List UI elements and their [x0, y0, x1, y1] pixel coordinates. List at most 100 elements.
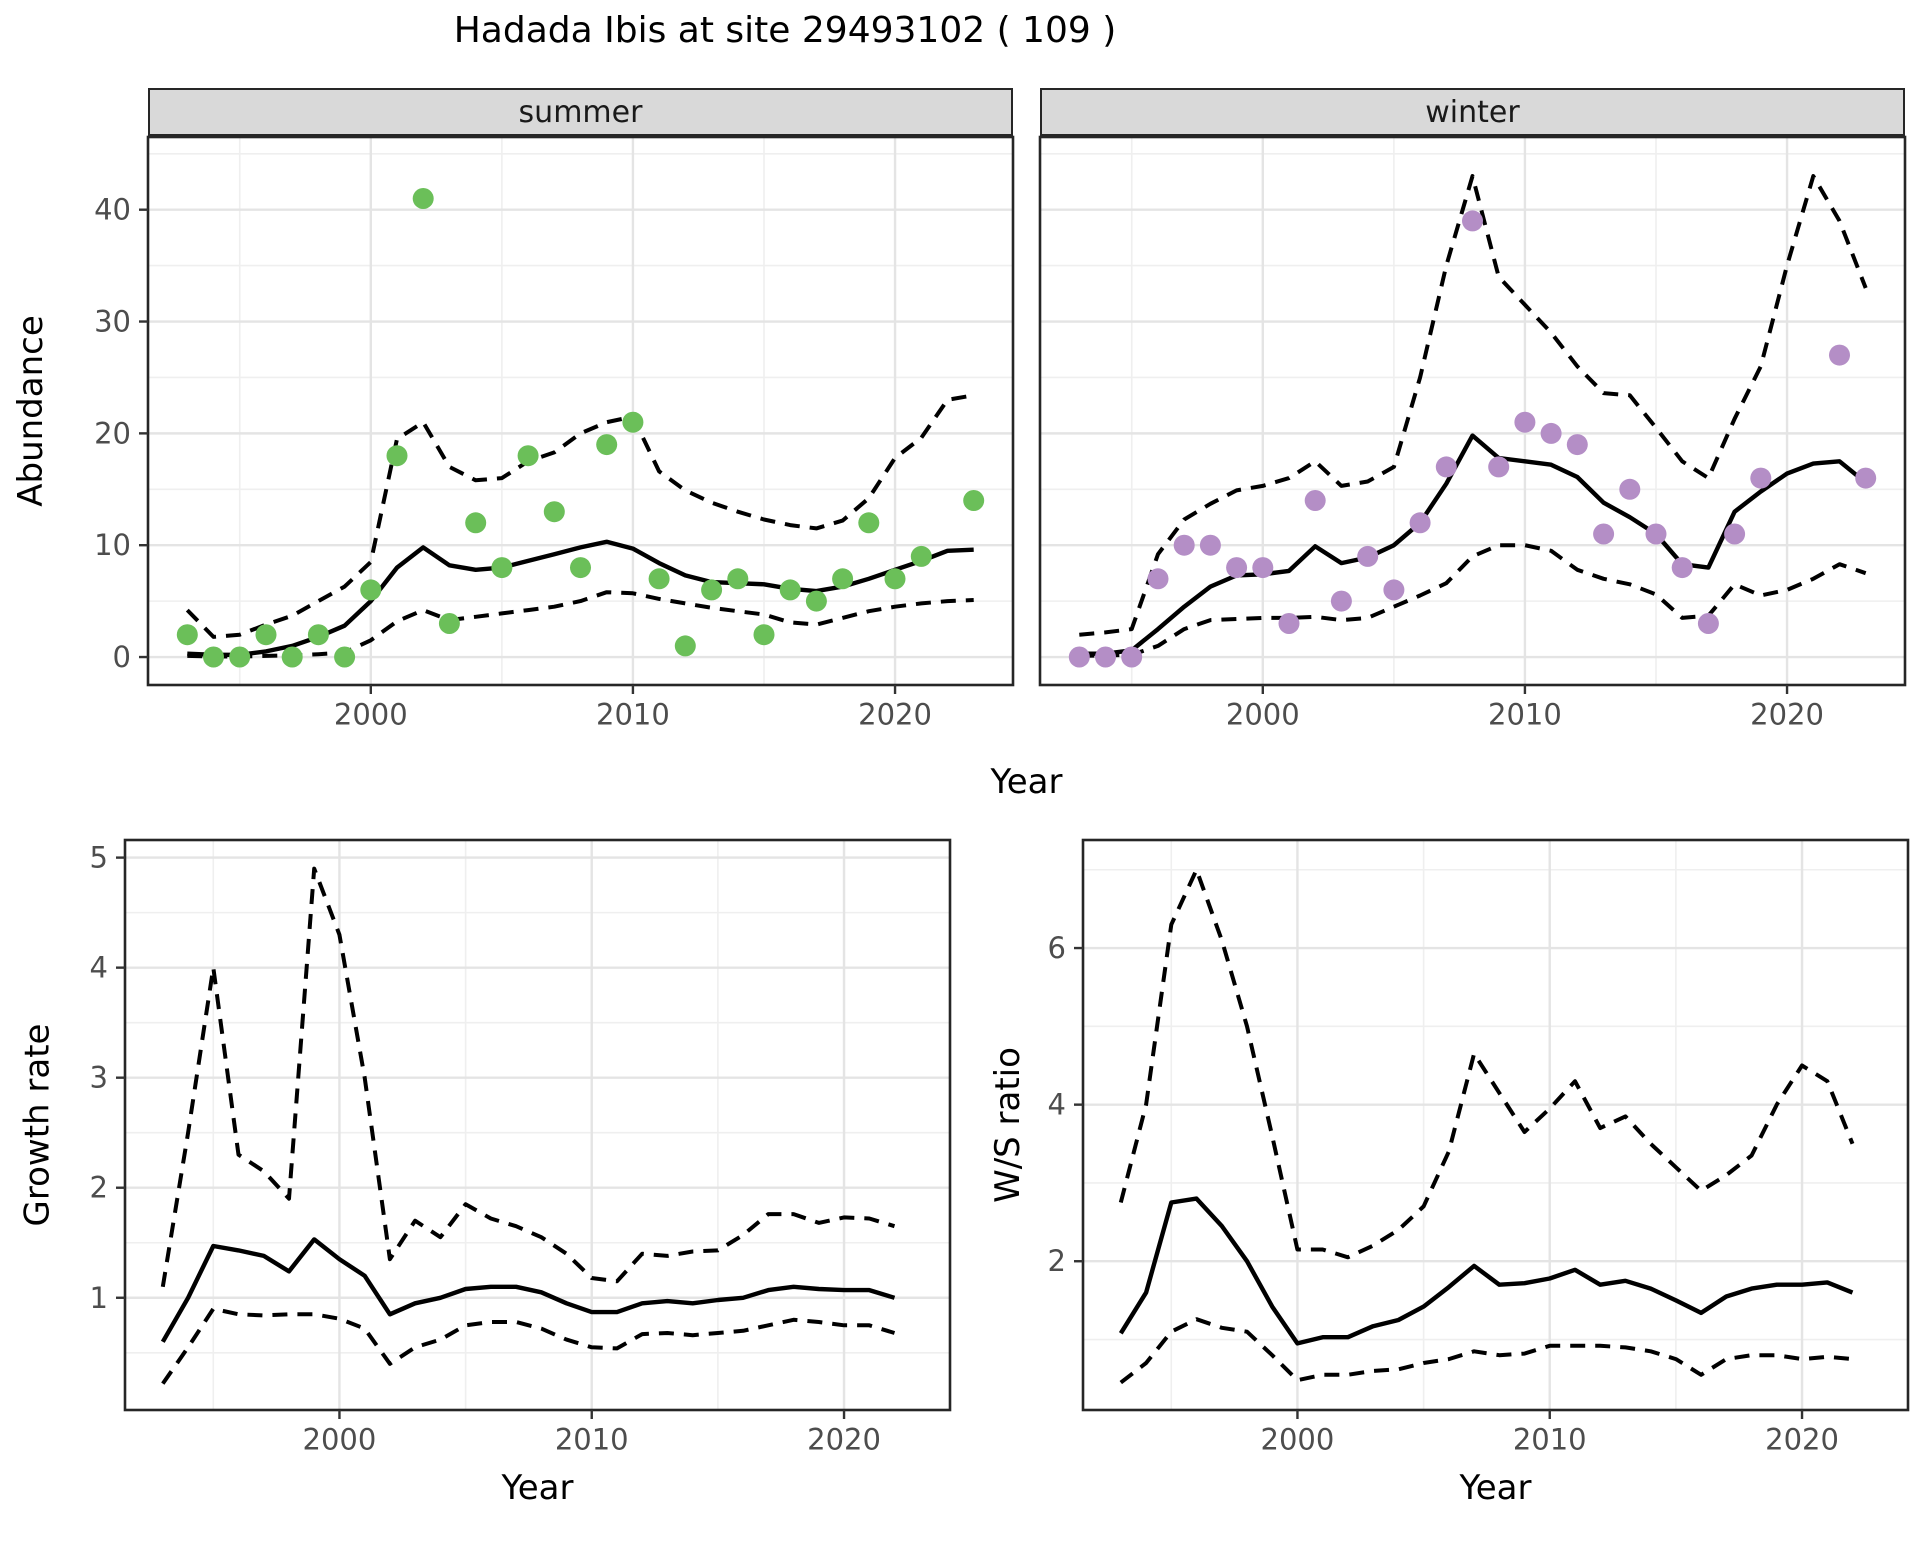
growth-x-tick-label: 2010 [555, 1423, 629, 1457]
winter-data-point [1724, 523, 1746, 545]
winter-data-point [1750, 467, 1772, 489]
growth-upper_ci-line [160, 866, 896, 1288]
ws-y-tick-label: 4 [1048, 1088, 1066, 1122]
winter-data-point [1068, 646, 1090, 668]
abundance-axis-label-text: Abundance [11, 315, 52, 507]
ws-x-tick-label: 2000 [1261, 1423, 1335, 1457]
winter-data-point [1645, 523, 1667, 545]
ws-ratio-plot: 2000 2010 2020 2 4 6 [1048, 838, 1910, 1457]
summer-upper_ci-line [185, 393, 975, 639]
winter-data-point [1357, 545, 1379, 567]
ws-fit-line [1118, 1196, 1854, 1346]
summer-data-point [281, 646, 303, 668]
summer-data-point [386, 445, 408, 467]
winter-data-point [1147, 568, 1169, 590]
winter-x-tick-label: 2000 [1226, 698, 1300, 732]
summer-data-point [176, 624, 198, 646]
winter-data-point [1540, 422, 1562, 444]
winter-data-point [1566, 434, 1588, 456]
summer-x-tick-label: 2000 [334, 698, 408, 732]
summer-data-point [753, 624, 775, 646]
winter-data-point [1697, 613, 1719, 634]
winter-data-point [1383, 579, 1405, 601]
abundance-axis-label: Abundance [8, 137, 54, 685]
summer-data-point [307, 624, 329, 646]
summer-data-point [438, 613, 460, 634]
growth-y-tick-label: 4 [90, 951, 108, 985]
winter-data-point [1173, 534, 1195, 556]
winter-data-point [1619, 478, 1641, 500]
growth-y-tick-label: 3 [90, 1061, 108, 1095]
winter-data-point [1593, 523, 1615, 545]
winter-data-point [1278, 613, 1300, 634]
summer-y-tick-label: 10 [94, 528, 131, 562]
summer-data-point [255, 624, 277, 646]
growth-rate-panel: 2000 2010 2020 1 2 3 4 5 [90, 838, 952, 1457]
summer-abundance-plot: 2000 2010 2020 0 10 20 30 40 [94, 135, 1015, 732]
ws-lower_ci-line [1119, 1317, 1853, 1385]
summer-data-point [910, 545, 932, 567]
top-year-axis-label: Year [990, 762, 1063, 802]
summer-data-point [543, 501, 565, 523]
winter-abundance-plot: 2000 2010 2020 [1038, 135, 1907, 732]
winter-x-tick-label: 2020 [1750, 698, 1824, 732]
winter-data-point [1671, 557, 1693, 579]
growth-rate-axis-label-text: Growth rate [17, 1023, 57, 1227]
summer-facet-panel: summer 2000 2010 2020 0 10 20 30 40 [94, 88, 1015, 732]
growth-panel-border [123, 838, 952, 1412]
ws-ratio-axis-label-text: W/S ratio [988, 1047, 1029, 1203]
winter-data-point [1409, 512, 1431, 534]
summer-data-point [203, 646, 224, 668]
growth-year-axis-label: Year [501, 1468, 574, 1508]
summer-data-point [779, 579, 801, 601]
facet-strip-winter: winter [1040, 88, 1905, 136]
winter-data-point [1514, 411, 1536, 433]
summer-data-point [570, 557, 591, 579]
ws-y-tick-label: 6 [1048, 931, 1066, 965]
winter-data-point [1829, 344, 1850, 366]
summer-data-point [465, 512, 487, 534]
summer-data-point [517, 445, 539, 467]
summer-data-point [858, 512, 880, 534]
winter-data-point [1252, 557, 1274, 579]
growth-rate-plot: 2000 2010 2020 1 2 3 4 5 [90, 838, 952, 1457]
winter-data-point [1095, 646, 1116, 668]
summer-data-point [884, 568, 906, 590]
ws-x-tick-label: 2020 [1765, 1423, 1839, 1457]
summer-lower_ci-line [187, 590, 974, 659]
winter-facet-panel: winter 2000 2010 2020 [1038, 88, 1907, 732]
chart-title: Hadada Ibis at site 29493102 ( 109 ) [453, 10, 1117, 51]
ws-x-tick-label: 2010 [1513, 1423, 1587, 1457]
summer-data-point [805, 590, 827, 612]
winter-upper_ci-line [1079, 174, 1868, 637]
winter-data-point [1304, 490, 1326, 511]
summer-data-point [727, 568, 749, 590]
growth-y-tick-label: 1 [90, 1281, 108, 1315]
winter-data-point [1226, 557, 1248, 579]
summer-y-tick-label: 40 [94, 193, 131, 227]
ws-ratio-axis-label: W/S ratio [985, 840, 1031, 1410]
summer-data-point [832, 568, 854, 590]
summer-data-point [334, 646, 356, 668]
summer-x-tick-label: 2020 [858, 698, 932, 732]
summer-y-tick-label: 20 [94, 416, 131, 450]
winter-panel-border [1038, 135, 1907, 687]
ws-year-axis-label: Year [1459, 1468, 1532, 1508]
growth-x-tick-label: 2020 [807, 1423, 881, 1457]
summer-data-point [360, 579, 382, 601]
summer-data-point [674, 635, 696, 657]
summer-data-point [648, 568, 670, 590]
winter-data-point [1435, 456, 1457, 478]
ws-y-tick-label: 2 [1048, 1244, 1066, 1278]
summer-data-point [963, 490, 985, 511]
winter-data-point [1488, 456, 1510, 478]
growth-lower_ci-line [161, 1306, 896, 1385]
winter-x-tick-label: 2010 [1488, 698, 1562, 732]
summer-x-tick-label: 2010 [596, 698, 670, 732]
summer-y-tick-label: 30 [94, 305, 131, 339]
growth-fit-line [160, 1237, 896, 1343]
facet-strip-winter-label: winter [1425, 94, 1520, 130]
growth-y-tick-label: 2 [90, 1171, 108, 1205]
summer-data-point [491, 557, 513, 579]
